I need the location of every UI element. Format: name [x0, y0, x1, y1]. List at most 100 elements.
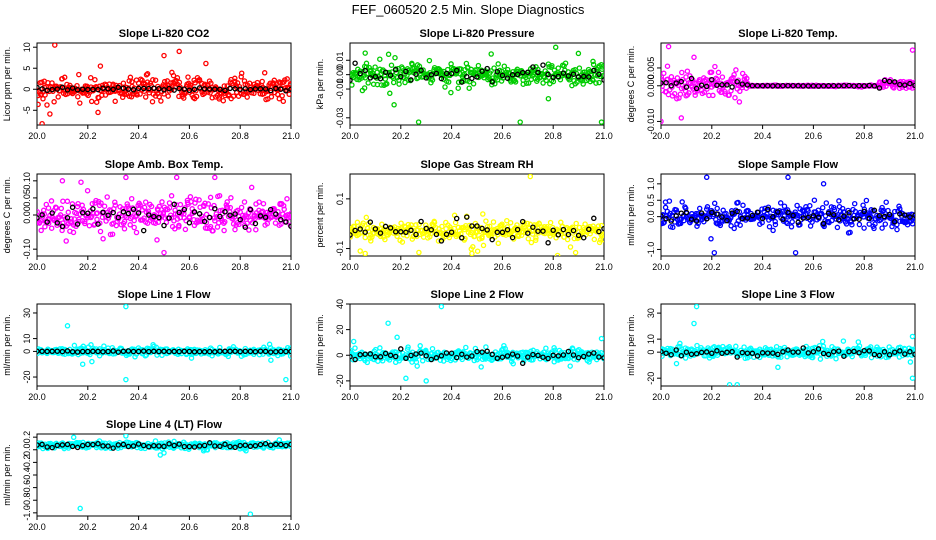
data-point — [817, 356, 824, 362]
data-point-black — [423, 225, 429, 232]
data-point — [737, 222, 743, 228]
data-point-black — [484, 227, 490, 233]
x-tick-label: 20.8 — [231, 262, 249, 272]
data-point-black — [785, 347, 791, 353]
data-point-black — [586, 226, 592, 233]
data-point — [849, 221, 855, 228]
data-point — [391, 102, 397, 108]
data-point-black — [90, 206, 96, 212]
data-point-black — [39, 441, 45, 448]
data-point — [80, 206, 87, 213]
x-tick-label: 20.8 — [855, 131, 873, 141]
data-point-black — [790, 349, 796, 355]
data-point-black — [668, 83, 674, 89]
data-point — [470, 244, 476, 250]
data-point — [82, 220, 88, 227]
data-point — [710, 92, 716, 99]
data-point-black — [418, 350, 424, 356]
data-point — [840, 209, 847, 215]
data-point — [567, 244, 574, 250]
data-point — [474, 248, 481, 254]
data-point-black — [499, 354, 506, 360]
data-point-black — [580, 353, 587, 360]
data-point-black — [161, 87, 167, 93]
data-point — [488, 51, 494, 57]
data-point — [439, 223, 445, 230]
x-tick-label: 20.8 — [544, 392, 562, 402]
data-point — [435, 238, 442, 244]
data-point-black — [841, 213, 847, 219]
data-point — [58, 205, 65, 212]
data-point — [588, 68, 594, 75]
chart-panels: Slope Li-820 CO2 20.0 20.2 20.4 20.6 20.8 21.0… — [2, 28, 924, 532]
data-point — [851, 200, 858, 207]
data-point-black — [815, 83, 822, 89]
data-point-black — [663, 79, 669, 86]
y-tick-label: 10 — [22, 42, 32, 52]
data-point — [388, 62, 395, 68]
data-point-black — [703, 349, 710, 355]
data-point — [420, 234, 427, 240]
data-point-black — [438, 75, 445, 82]
data-point-black — [362, 67, 368, 74]
data-point — [543, 77, 549, 84]
data-point — [70, 229, 77, 236]
data-point — [84, 187, 91, 194]
data-point-black — [729, 348, 735, 355]
data-point-black — [688, 351, 695, 358]
data-point — [488, 68, 494, 74]
data-point — [861, 206, 868, 213]
data-point-black — [790, 212, 796, 219]
data-point-black — [469, 353, 475, 359]
data-point — [76, 71, 82, 78]
data-point-black — [479, 349, 485, 355]
data-point — [70, 434, 77, 441]
data-point-black — [130, 348, 137, 355]
data-point-black — [519, 69, 526, 76]
data-point-outlier — [693, 304, 700, 310]
data-point — [682, 355, 689, 361]
data-point-black — [166, 441, 172, 447]
data-point — [733, 67, 739, 73]
data-point-black — [166, 215, 172, 221]
data-point-black — [267, 206, 274, 213]
data-point — [202, 200, 208, 207]
data-point — [224, 204, 231, 210]
data-point-outlier — [552, 44, 559, 51]
data-point — [794, 202, 800, 209]
data-point-black — [350, 232, 353, 238]
y-tick-label: -1.0 — [22, 505, 32, 521]
x-tick-label: 20.8 — [231, 131, 249, 141]
panel-title: Slope Line 4 (LT) Flow — [106, 419, 222, 431]
panel-title: Slope Gas Stream RH — [420, 159, 533, 171]
data-point — [678, 85, 685, 92]
data-point-black — [673, 212, 679, 219]
data-point — [97, 228, 104, 235]
data-point-black — [382, 350, 389, 357]
data-point-black — [912, 82, 915, 89]
data-point-black — [135, 348, 142, 355]
data-point — [236, 83, 243, 90]
data-point-outlier — [691, 320, 697, 327]
data-point-black — [744, 350, 751, 356]
data-point — [821, 223, 827, 230]
data-point-black — [749, 350, 756, 357]
data-point — [249, 219, 256, 226]
data-point — [86, 222, 93, 229]
data-point-black — [825, 83, 832, 89]
data-point-outlier — [161, 52, 167, 59]
data-point-black — [724, 349, 730, 356]
data-point-black — [242, 86, 249, 92]
data-point — [600, 236, 604, 243]
data-point — [129, 79, 135, 85]
data-point-black — [196, 85, 203, 91]
data-point-black — [367, 219, 374, 225]
panel-title: Slope Li-820 CO2 — [119, 28, 209, 40]
data-point-black — [519, 218, 526, 225]
data-point — [677, 340, 683, 347]
data-point — [514, 222, 520, 228]
data-point — [789, 219, 795, 225]
data-point-black — [580, 234, 587, 241]
data-point — [350, 338, 357, 345]
data-point-black — [693, 218, 700, 224]
